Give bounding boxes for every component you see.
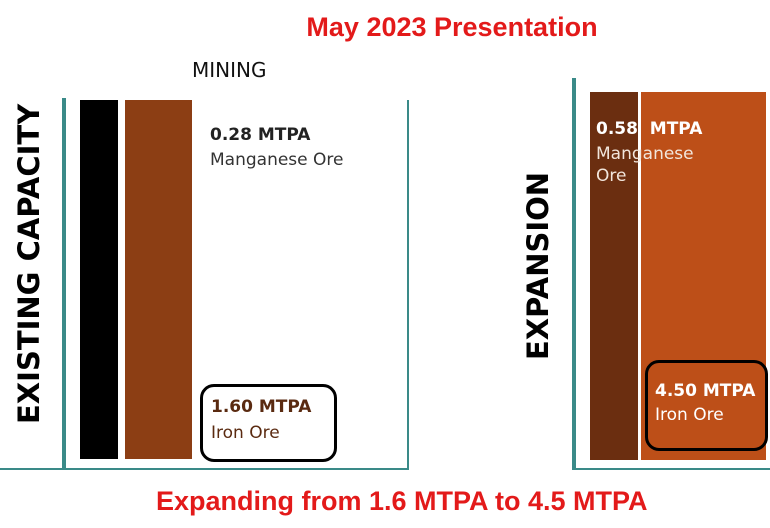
existing-iron-value: 1.60 MTPA xyxy=(211,397,312,417)
expansion-iron-name: Iron Ore xyxy=(655,405,724,425)
expansion-orange-bar xyxy=(641,92,766,460)
expansion-baseline xyxy=(572,468,770,470)
expansion-manganese-name-line2: Ore xyxy=(596,166,627,186)
expansion-left-axis xyxy=(572,78,576,470)
existing-manganese-name: Manganese Ore xyxy=(210,150,344,170)
existing-baseline xyxy=(0,468,409,470)
existing-iron-name: Iron Ore xyxy=(211,423,280,443)
existing-right-axis xyxy=(407,100,409,470)
expansion-manganese-value: 0.58 MTPA xyxy=(596,119,703,139)
expansion-iron-box xyxy=(645,360,768,451)
page-title: May 2023 Presentation xyxy=(306,12,598,42)
expansion-iron-value: 4.50 MTPA xyxy=(655,381,756,401)
existing-brown-bar xyxy=(125,100,192,459)
existing-black-bar xyxy=(80,100,118,459)
existing-left-axis xyxy=(62,98,66,470)
expansion-dark-brown-bar xyxy=(590,92,638,460)
existing-manganese-value: 0.28 MTPA xyxy=(210,125,311,145)
existing-iron-box xyxy=(200,384,337,462)
existing-capacity-label: EXISTING CAPACITY xyxy=(12,103,46,424)
expansion-manganese-name-line1: Manganese xyxy=(596,144,694,164)
footer-summary: Expanding from 1.6 MTPA to 4.5 MTPA xyxy=(156,486,648,516)
section-label: MINING xyxy=(192,58,267,82)
expansion-label: EXPANSION xyxy=(521,171,555,360)
